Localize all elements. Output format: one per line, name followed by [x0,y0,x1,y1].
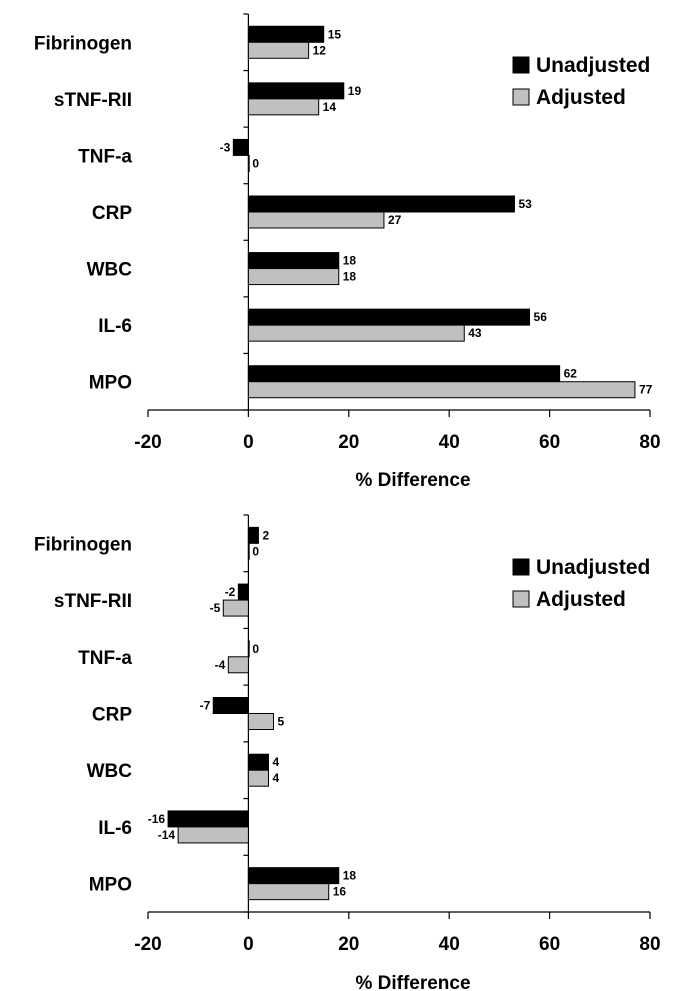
category-label: CRP [92,705,132,726]
bar-adjusted [247,542,250,560]
bar-adjusted [247,41,310,59]
category-label: IL-6 [98,316,132,337]
bar-adjusted [247,268,340,286]
category-label: CRP [92,203,132,224]
value-axis-tick-label: 0 [243,934,254,955]
category-label: TNF-a [78,648,132,669]
value-axis-tick-label: 80 [639,934,660,955]
bar-unadjusted [247,867,340,885]
data-label: 18 [343,869,357,883]
bar-unadjusted [247,308,531,326]
legend-swatch-unadjusted [512,558,530,576]
data-label: -3 [220,140,231,154]
bar-unadjusted [247,640,250,658]
data-label: 56 [534,310,548,324]
legend-label-unadjusted: Unadjusted [536,556,650,579]
value-axis-tick-label: 80 [639,432,660,453]
category-label: MPO [89,373,132,394]
data-label: 12 [313,43,327,57]
bar-unadjusted [212,697,249,714]
data-label: 19 [348,84,362,98]
value-axis-tick-label: 20 [338,934,359,955]
data-label: 16 [333,885,347,899]
x-axis-title: % Difference [355,470,470,491]
category-label: MPO [89,875,132,896]
category-label: WBC [87,761,133,782]
bar-adjusted [247,769,269,787]
category-label: sTNF-RII [54,90,132,111]
data-label: -7 [200,699,211,713]
data-label: 4 [272,771,279,785]
legend-label-adjusted: Adjusted [536,86,626,109]
value-axis-tick-label: 20 [338,432,359,453]
data-label: 5 [278,715,285,729]
data-label: -4 [215,658,226,672]
data-label: -2 [225,585,236,599]
data-label: 0 [252,544,259,558]
bar-unadjusted [247,25,325,43]
bar-adjusted [247,381,636,399]
bar-unadjusted [247,365,561,383]
data-label: 18 [343,270,357,284]
x-axis-title: % Difference [355,973,470,991]
category-label: WBC [87,260,133,281]
bar-unadjusted [247,753,269,771]
value-axis-tick-label: -20 [134,432,161,453]
category-label: TNF-a [78,146,132,167]
data-label: 43 [468,326,482,340]
data-label: 27 [388,213,402,227]
bar-adjusted [177,826,249,844]
data-label: 18 [343,254,357,268]
bar-unadjusted [167,810,249,828]
legend-swatch-adjusted [512,590,530,608]
bar-unadjusted [247,82,345,100]
bar-unadjusted [247,195,515,213]
value-axis-tick-label: 40 [439,432,460,453]
legend-label-unadjusted: Unadjusted [536,54,650,77]
data-label: 15 [328,27,342,41]
bar-adjusted [222,599,249,617]
bar-unadjusted [232,138,249,156]
bar-unadjusted [237,583,249,601]
legend-swatch-unadjusted [512,56,530,74]
legend-swatch-adjusted [512,88,530,106]
data-label: -14 [158,828,176,842]
data-label: 77 [639,383,653,397]
data-label: 62 [564,367,578,381]
category-label: Fibrinogen [34,33,132,54]
bar-adjusted [247,713,274,730]
data-label: 2 [262,528,269,542]
data-label: 0 [252,642,259,656]
value-axis-tick-label: 0 [243,432,254,453]
data-label: -16 [148,812,166,826]
value-axis-tick-label: 60 [539,934,560,955]
bar-adjusted [227,656,249,674]
bar-adjusted [247,883,330,901]
bar-adjusted [247,154,250,172]
value-axis-tick-label: -20 [134,934,161,955]
data-label: -5 [210,601,221,615]
data-label: 0 [252,156,259,170]
data-label: 53 [518,197,532,211]
value-axis-tick-label: 60 [539,432,560,453]
category-label: sTNF-RII [54,591,132,612]
bar-adjusted [247,324,465,342]
bar-unadjusted [247,526,259,544]
category-label: Fibrinogen [34,534,132,555]
bar-adjusted [247,98,320,116]
category-label: IL-6 [98,818,132,839]
value-axis-tick-label: 40 [439,934,460,955]
data-label: 4 [272,755,279,769]
bar-adjusted [247,211,385,229]
data-label: 14 [323,100,337,114]
legend-label-adjusted: Adjusted [536,588,626,611]
bar-unadjusted [247,252,340,270]
